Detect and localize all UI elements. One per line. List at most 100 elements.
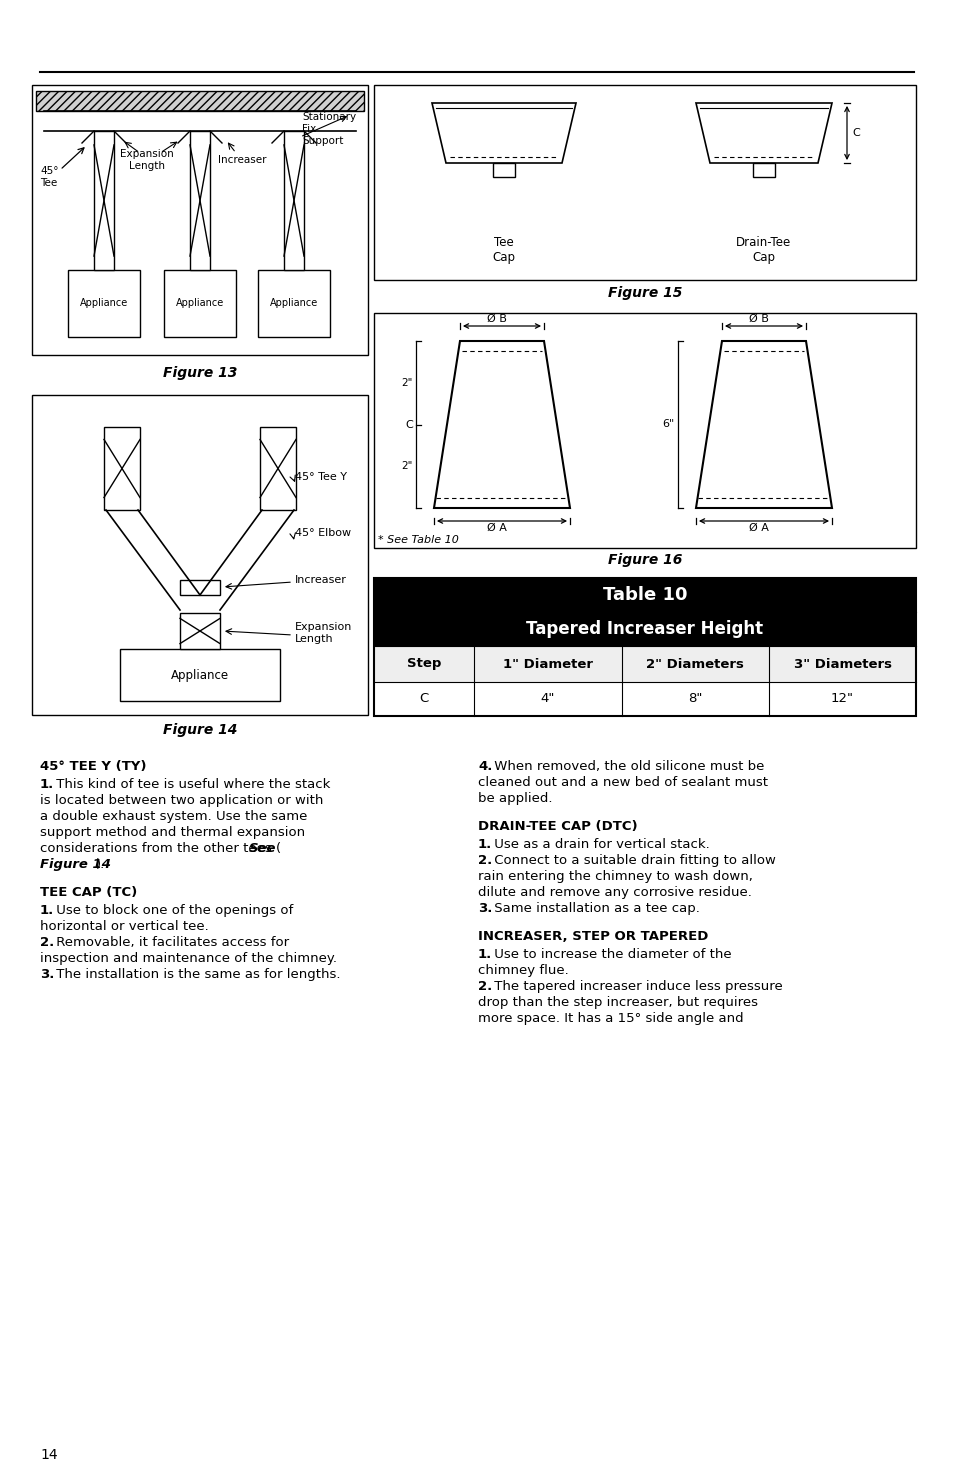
Text: This kind of tee is useful where the stack: This kind of tee is useful where the sta…	[52, 777, 331, 791]
Text: is located between two application or with: is located between two application or wi…	[40, 794, 323, 807]
Text: Ø A: Ø A	[487, 524, 506, 532]
Text: Figure 13: Figure 13	[163, 366, 237, 381]
Text: inspection and maintenance of the chimney.: inspection and maintenance of the chimne…	[40, 951, 336, 965]
Text: 2" Diameters: 2" Diameters	[646, 658, 743, 671]
Bar	[284, 131, 304, 270]
Bar	[374, 612, 915, 646]
Text: 45° Tee Y: 45° Tee Y	[294, 472, 347, 482]
Text: Figure 14: Figure 14	[163, 723, 237, 738]
Bar	[374, 578, 915, 715]
Text: See: See	[249, 842, 276, 855]
Text: considerations from the other tees (: considerations from the other tees (	[40, 842, 281, 855]
Bar	[260, 426, 295, 510]
Bar	[180, 580, 220, 594]
Text: Tee
Cap: Tee Cap	[492, 236, 515, 264]
Text: more space. It has a 15° side angle and: more space. It has a 15° side angle and	[477, 1012, 742, 1025]
Bar	[374, 646, 915, 681]
Text: Tapered Increaser Height: Tapered Increaser Height	[526, 620, 762, 639]
Text: ).: ).	[95, 858, 105, 872]
Text: horizontal or vertical tee.: horizontal or vertical tee.	[40, 920, 209, 934]
Text: Stationary
Fix
Support: Stationary Fix Support	[302, 112, 355, 146]
Text: Removable, it facilitates access for: Removable, it facilitates access for	[52, 937, 289, 948]
Text: Expansion
Length: Expansion Length	[294, 622, 352, 643]
Text: 8": 8"	[687, 692, 701, 705]
Text: The installation is the same as for lengths.: The installation is the same as for leng…	[52, 968, 340, 981]
Text: Ø B: Ø B	[487, 314, 506, 324]
Text: 1.: 1.	[477, 948, 492, 962]
Text: Same installation as a tee cap.: Same installation as a tee cap.	[490, 903, 700, 914]
Text: TEE CAP (TC): TEE CAP (TC)	[40, 886, 137, 898]
Text: Step: Step	[407, 658, 441, 671]
Text: Increaser: Increaser	[294, 575, 347, 586]
Text: DRAIN-TEE CAP (DTC): DRAIN-TEE CAP (DTC)	[477, 820, 637, 833]
Bar	[180, 614, 220, 649]
Text: The tapered increaser induce less pressure: The tapered increaser induce less pressu…	[490, 979, 782, 993]
Text: When removed, the old silicone must be: When removed, the old silicone must be	[490, 760, 764, 773]
Bar	[493, 164, 515, 177]
Text: 2.: 2.	[477, 854, 492, 867]
Text: 1.: 1.	[40, 904, 54, 917]
Text: dilute and remove any corrosive residue.: dilute and remove any corrosive residue.	[477, 886, 751, 898]
Text: 45°
Tee: 45° Tee	[40, 167, 58, 187]
Text: 3.: 3.	[477, 903, 492, 914]
Text: Drain-Tee
Cap: Drain-Tee Cap	[736, 236, 791, 264]
Polygon shape	[696, 103, 831, 164]
Bar	[104, 426, 140, 510]
Text: 1.: 1.	[477, 838, 492, 851]
Text: 12": 12"	[830, 692, 853, 705]
Text: C: C	[851, 128, 859, 139]
Text: a double exhaust system. Use the same: a double exhaust system. Use the same	[40, 810, 307, 823]
Bar	[120, 649, 280, 701]
Text: Appliance: Appliance	[175, 298, 224, 308]
Text: rain entering the chimney to wash down,: rain entering the chimney to wash down,	[477, 870, 752, 884]
Bar	[94, 131, 113, 270]
Text: 2": 2"	[401, 378, 413, 388]
Text: 45° Elbow: 45° Elbow	[294, 528, 351, 538]
Text: cleaned out and a new bed of sealant must: cleaned out and a new bed of sealant mus…	[477, 776, 767, 789]
Polygon shape	[432, 103, 576, 164]
Text: Expansion
Length: Expansion Length	[120, 149, 173, 171]
Text: support method and thermal expansion: support method and thermal expansion	[40, 826, 305, 839]
Bar	[752, 164, 774, 177]
Text: 1" Diameter: 1" Diameter	[502, 658, 593, 671]
Bar	[190, 131, 210, 270]
Text: * See Table 10: * See Table 10	[377, 535, 458, 544]
Text: Appliance: Appliance	[270, 298, 317, 308]
Text: Figure 15: Figure 15	[607, 286, 681, 299]
Text: Increaser: Increaser	[217, 155, 266, 165]
Text: INCREASER, STEP OR TAPERED: INCREASER, STEP OR TAPERED	[477, 931, 708, 943]
Bar	[32, 86, 368, 355]
Bar	[32, 395, 368, 715]
Text: Appliance: Appliance	[171, 668, 229, 681]
Text: C: C	[405, 419, 413, 429]
Polygon shape	[696, 341, 831, 507]
Text: Appliance: Appliance	[80, 298, 128, 308]
Text: Connect to a suitable drain fitting to allow: Connect to a suitable drain fitting to a…	[490, 854, 776, 867]
Text: C: C	[419, 692, 428, 705]
Bar	[257, 270, 330, 336]
Bar	[374, 578, 915, 612]
Text: 14: 14	[40, 1448, 57, 1462]
Text: Figure 14: Figure 14	[40, 858, 111, 872]
Bar	[374, 86, 915, 280]
Text: Use as a drain for vertical stack.: Use as a drain for vertical stack.	[490, 838, 709, 851]
Bar	[36, 91, 364, 111]
Text: 45° TEE Y (TY): 45° TEE Y (TY)	[40, 760, 147, 773]
Text: Use to increase the diameter of the: Use to increase the diameter of the	[490, 948, 731, 962]
Bar	[374, 681, 915, 715]
Bar	[164, 270, 235, 336]
Bar	[68, 270, 140, 336]
Text: 2.: 2.	[40, 937, 54, 948]
Text: 4": 4"	[540, 692, 555, 705]
Text: Figure 16: Figure 16	[607, 553, 681, 566]
Text: 2": 2"	[401, 462, 413, 471]
Text: Table 10: Table 10	[602, 586, 686, 603]
Text: 3.: 3.	[40, 968, 54, 981]
Text: drop than the step increaser, but requires: drop than the step increaser, but requir…	[477, 996, 758, 1009]
Text: 2.: 2.	[477, 979, 492, 993]
Text: 3" Diameters: 3" Diameters	[793, 658, 891, 671]
Text: 6": 6"	[662, 419, 675, 429]
Text: chimney flue.: chimney flue.	[477, 965, 568, 976]
Text: Use to block one of the openings of: Use to block one of the openings of	[52, 904, 294, 917]
Bar	[374, 313, 915, 549]
